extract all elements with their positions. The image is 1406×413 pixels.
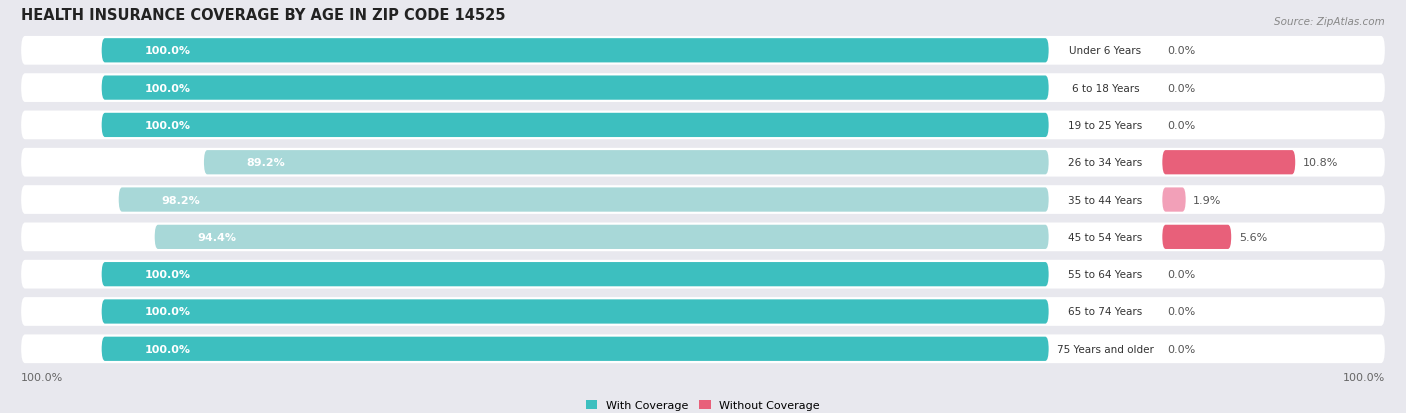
- Text: 35 to 44 Years: 35 to 44 Years: [1069, 195, 1143, 205]
- Text: 45 to 54 Years: 45 to 54 Years: [1069, 232, 1143, 242]
- Text: 100.0%: 100.0%: [145, 270, 190, 280]
- FancyBboxPatch shape: [21, 223, 1385, 252]
- FancyBboxPatch shape: [21, 260, 1385, 289]
- FancyBboxPatch shape: [21, 111, 1385, 140]
- Legend: With Coverage, Without Coverage: With Coverage, Without Coverage: [586, 400, 820, 411]
- FancyBboxPatch shape: [21, 149, 1385, 177]
- Text: Source: ZipAtlas.com: Source: ZipAtlas.com: [1274, 17, 1385, 26]
- FancyBboxPatch shape: [1163, 188, 1185, 212]
- FancyBboxPatch shape: [101, 262, 1049, 287]
- Text: 100.0%: 100.0%: [1343, 372, 1385, 382]
- Text: HEALTH INSURANCE COVERAGE BY AGE IN ZIP CODE 14525: HEALTH INSURANCE COVERAGE BY AGE IN ZIP …: [21, 8, 506, 23]
- Text: 75 Years and older: 75 Years and older: [1057, 344, 1154, 354]
- Text: 100.0%: 100.0%: [145, 121, 190, 131]
- Text: 10.8%: 10.8%: [1303, 158, 1339, 168]
- FancyBboxPatch shape: [1163, 225, 1232, 249]
- FancyBboxPatch shape: [21, 335, 1385, 363]
- Text: 100.0%: 100.0%: [145, 307, 190, 317]
- Text: 5.6%: 5.6%: [1239, 232, 1267, 242]
- Text: 65 to 74 Years: 65 to 74 Years: [1069, 307, 1143, 317]
- FancyBboxPatch shape: [1163, 151, 1295, 175]
- FancyBboxPatch shape: [21, 186, 1385, 214]
- Text: 100.0%: 100.0%: [145, 83, 190, 93]
- Text: 94.4%: 94.4%: [197, 232, 236, 242]
- FancyBboxPatch shape: [118, 188, 1049, 212]
- Text: 100.0%: 100.0%: [145, 46, 190, 56]
- FancyBboxPatch shape: [101, 39, 1049, 63]
- FancyBboxPatch shape: [204, 151, 1049, 175]
- FancyBboxPatch shape: [155, 225, 1049, 249]
- Text: 0.0%: 0.0%: [1167, 121, 1195, 131]
- Text: 55 to 64 Years: 55 to 64 Years: [1069, 270, 1143, 280]
- FancyBboxPatch shape: [101, 337, 1049, 361]
- FancyBboxPatch shape: [21, 297, 1385, 326]
- Text: 26 to 34 Years: 26 to 34 Years: [1069, 158, 1143, 168]
- Text: 100.0%: 100.0%: [21, 372, 63, 382]
- Text: 0.0%: 0.0%: [1167, 344, 1195, 354]
- Text: 1.9%: 1.9%: [1194, 195, 1222, 205]
- Text: 0.0%: 0.0%: [1167, 46, 1195, 56]
- FancyBboxPatch shape: [101, 76, 1049, 100]
- Text: 89.2%: 89.2%: [246, 158, 285, 168]
- Text: Under 6 Years: Under 6 Years: [1070, 46, 1142, 56]
- Text: 100.0%: 100.0%: [145, 344, 190, 354]
- Text: 6 to 18 Years: 6 to 18 Years: [1071, 83, 1139, 93]
- Text: 98.2%: 98.2%: [162, 195, 200, 205]
- FancyBboxPatch shape: [21, 37, 1385, 66]
- Text: 0.0%: 0.0%: [1167, 307, 1195, 317]
- Text: 0.0%: 0.0%: [1167, 83, 1195, 93]
- FancyBboxPatch shape: [21, 74, 1385, 103]
- Text: 0.0%: 0.0%: [1167, 270, 1195, 280]
- FancyBboxPatch shape: [101, 299, 1049, 324]
- Text: 19 to 25 Years: 19 to 25 Years: [1069, 121, 1143, 131]
- FancyBboxPatch shape: [101, 114, 1049, 138]
